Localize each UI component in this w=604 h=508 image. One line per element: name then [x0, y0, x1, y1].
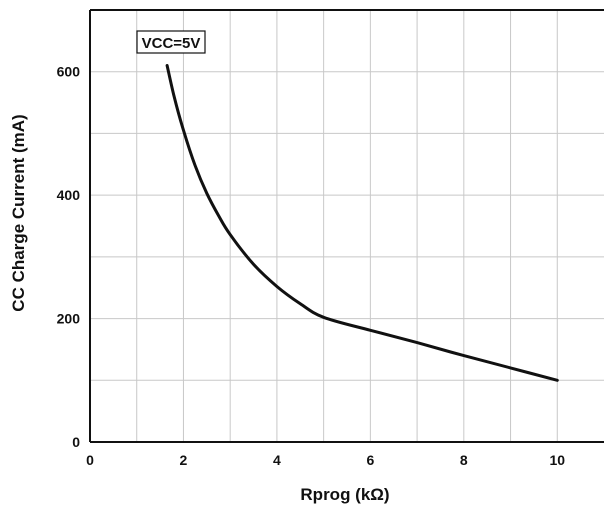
y-tick-label: 200 [57, 311, 81, 327]
x-tick-label: 8 [460, 452, 468, 468]
annotation-label: VCC=5V [142, 35, 201, 52]
current-vs-rprog-curve [165, 64, 559, 382]
annotation-box [136, 30, 206, 54]
y-tick-label: 600 [57, 64, 81, 80]
y-tick-label: 400 [57, 187, 81, 203]
grid [90, 10, 604, 442]
y-axis-title: CC Charge Current (mA) [9, 114, 28, 311]
x-tick-label: 10 [549, 452, 565, 468]
x-axis-title: Rprog (kΩ) [300, 485, 389, 504]
axes [89, 9, 604, 443]
series [165, 64, 559, 382]
x-tick-label: 0 [86, 452, 94, 468]
y-tick-label: 0 [72, 434, 80, 450]
vcc-annotation: VCC=5V [136, 30, 206, 54]
x-tick-label: 6 [366, 452, 374, 468]
x-tick-label: 4 [273, 452, 281, 468]
tick-labels: 0 2 4 6 8 10 0 200 400 600 [57, 64, 566, 468]
x-tick-label: 2 [180, 452, 188, 468]
